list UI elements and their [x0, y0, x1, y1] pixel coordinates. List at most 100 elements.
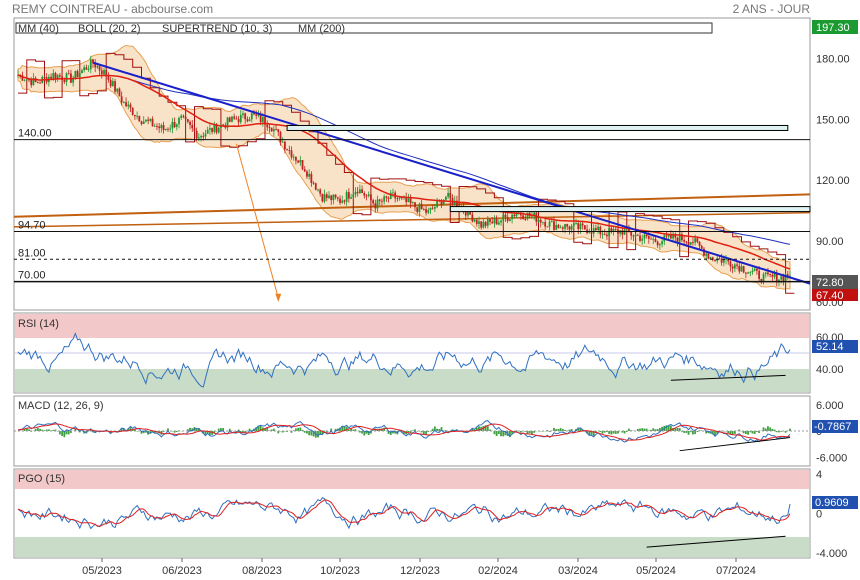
macd-histogram-bar: [436, 428, 438, 431]
candle-body: [127, 104, 130, 107]
macd-histogram-bar: [579, 427, 582, 431]
macd-histogram-bar: [220, 428, 222, 431]
macd-histogram-bar: [127, 429, 130, 431]
candle-body: [581, 223, 584, 226]
macd-histogram-bar: [34, 428, 37, 431]
candle-body: [169, 128, 172, 130]
macd-histogram-bar: [438, 429, 441, 431]
macd-histogram-bar: [520, 431, 522, 433]
candle-body: [257, 114, 260, 116]
candle-body: [363, 193, 366, 196]
macd-histogram-bar: [577, 427, 580, 431]
macd-badge: -0.7867: [814, 421, 851, 433]
candle-body: [272, 129, 275, 132]
candle-body: [531, 215, 533, 217]
candle-body: [358, 189, 361, 194]
candle-body: [733, 264, 736, 269]
candle-body: [456, 200, 458, 208]
candle-body: [21, 75, 24, 81]
macd-histogram-bar: [67, 431, 70, 435]
candle-body: [297, 160, 300, 163]
candle-body: [775, 273, 778, 283]
level-label: 94.70: [18, 220, 46, 232]
candle-body: [654, 238, 657, 242]
macd-histogram-bar: [45, 429, 48, 431]
macd-histogram-bar: [692, 431, 694, 435]
candle-body: [74, 70, 77, 78]
candle-body: [32, 78, 35, 86]
macd-histogram-bar: [403, 431, 405, 434]
macd-histogram-bar: [65, 431, 68, 435]
macd-histogram-bar: [705, 431, 708, 434]
candle-body: [122, 102, 125, 103]
macd-histogram-bar: [778, 431, 780, 433]
macd-histogram-bar: [339, 427, 341, 431]
candle-body: [118, 88, 121, 97]
macd-histogram-bar: [54, 429, 57, 431]
candle-body: [566, 223, 569, 227]
pgo-lines: [17, 497, 791, 548]
macd-tick: -6.000: [816, 452, 847, 464]
candle-body: [738, 265, 741, 272]
candle-body: [647, 236, 650, 239]
level-label: 140.00: [18, 128, 52, 140]
level-label: 70.00: [18, 270, 46, 282]
macd-histogram-bar: [235, 431, 238, 432]
pgo-divergence-line: [646, 535, 786, 548]
candle-body: [773, 273, 776, 277]
candle-body: [431, 207, 434, 209]
macd-histogram-bar: [334, 428, 337, 431]
candle-body: [145, 119, 147, 122]
macd-histogram-bar: [259, 425, 262, 431]
candle-body: [89, 59, 92, 70]
pgo-signal-line: [17, 499, 791, 527]
macd-histogram-bar: [330, 428, 333, 431]
macd-histogram-bar: [769, 427, 772, 431]
candle-body: [672, 233, 674, 239]
candle-body: [365, 195, 368, 197]
candle-body: [694, 238, 697, 243]
macd-histogram-bar: [23, 429, 26, 431]
candle-body: [264, 117, 266, 125]
macd-histogram-bar: [290, 431, 293, 433]
candle-body: [588, 232, 591, 234]
macd-histogram-bar: [729, 431, 732, 435]
macd-tick: 6.000: [816, 400, 844, 412]
macd-histogram-bar: [445, 430, 447, 431]
macd-histogram-bar: [255, 427, 258, 431]
macd-histogram-bar: [546, 429, 549, 431]
candle-body: [621, 230, 624, 235]
candle-body: [449, 192, 452, 198]
candle-body: [160, 125, 163, 129]
macd-histogram-bar: [652, 428, 655, 431]
macd-histogram-bar: [295, 428, 297, 431]
candle-body: [784, 274, 787, 281]
macd-histogram-bar: [586, 431, 588, 434]
candle-body: [696, 238, 699, 242]
macd-histogram-bar: [440, 427, 443, 431]
candle-body: [105, 69, 108, 77]
macd-histogram-bar: [363, 431, 366, 436]
macd-histogram-bar: [191, 428, 194, 431]
macd-histogram-bar: [789, 428, 791, 431]
candle-body: [643, 234, 646, 239]
pgo-tick: 0: [816, 509, 822, 521]
candle-body: [171, 121, 174, 129]
candle-body: [323, 194, 326, 202]
candle-body: [495, 218, 498, 225]
candle-body: [167, 128, 169, 130]
candle-body: [471, 214, 474, 222]
candle-body: [489, 219, 491, 222]
candle-body: [83, 67, 86, 71]
candle-body: [685, 241, 688, 243]
pgo-y-ticks: 4 0 -4.000: [816, 469, 847, 560]
macd-histogram-bar: [70, 431, 72, 433]
candle-body: [275, 129, 277, 130]
x-tick-label: 05/2023: [82, 565, 122, 577]
candle-body: [537, 219, 540, 222]
candle-body: [714, 259, 716, 261]
macd-histogram-bar: [504, 431, 507, 436]
candle-body: [354, 191, 357, 195]
candle-body: [50, 76, 52, 79]
candle-body: [478, 221, 480, 224]
